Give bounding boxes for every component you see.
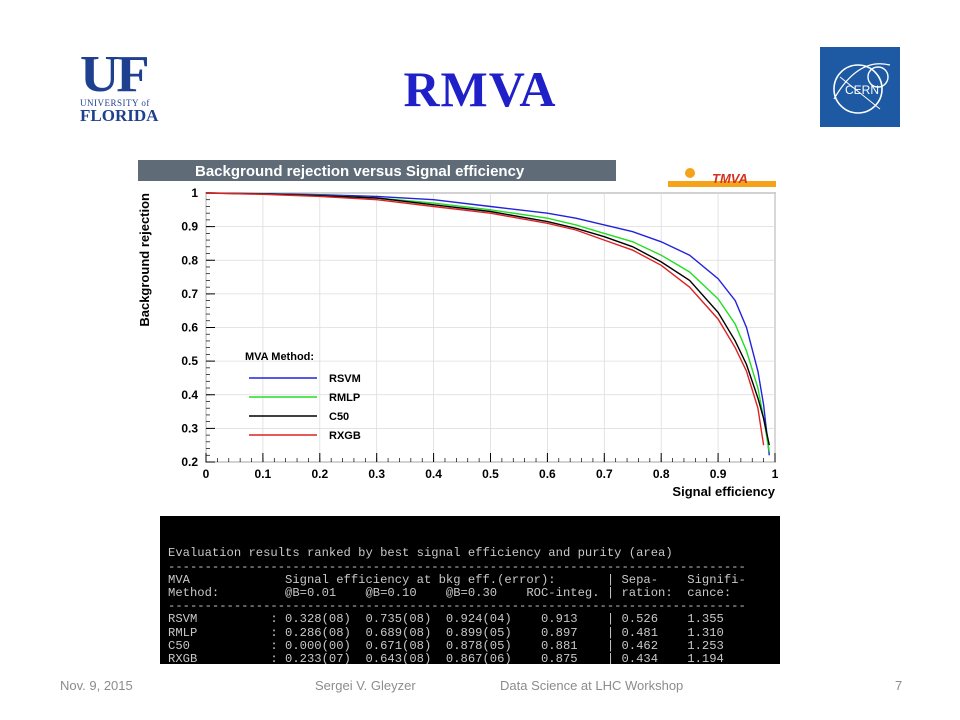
chart-title: Background rejection versus Signal effic… (195, 163, 525, 180)
cern-logo: CERN (820, 47, 900, 127)
x-tick-label: 0.8 (653, 467, 670, 481)
uf-logo-letters: UF (80, 46, 150, 103)
y-tick-label: 0.2 (181, 455, 198, 469)
legend-label-rsvm: RSVM (329, 373, 361, 385)
roc-chart: Background rejection versus Signal effic… (130, 155, 790, 510)
y-tick-label: 0.9 (181, 220, 198, 234)
x-tick-label: 0.1 (255, 467, 272, 481)
chart-title-bar (138, 160, 616, 181)
results-line: RMLP : 0.286(08) 0.689(08) 0.899(05) 0.8… (168, 625, 724, 640)
x-tick-label: 0.6 (539, 467, 556, 481)
y-tick-label: 0.7 (181, 287, 198, 301)
x-tick-label: 0.9 (710, 467, 727, 481)
legend-label-rxgb: RXGB (329, 430, 361, 442)
slide-title: RMVA (403, 61, 557, 117)
legend-label-c50: C50 (329, 411, 349, 423)
x-tick-label: 0 (203, 467, 210, 481)
evaluation-results-table: Evaluation results ranked by best signal… (160, 516, 780, 664)
y-tick-label: 0.5 (181, 354, 198, 368)
results-line: RXGB : 0.233(07) 0.643(08) 0.867(06) 0.8… (168, 652, 724, 664)
results-line: RSVM : 0.328(08) 0.735(08) 0.924(04) 0.9… (168, 612, 724, 627)
y-tick-label: 0.4 (181, 388, 198, 402)
y-tick-label: 1 (191, 186, 198, 200)
results-line: ----------------------------------------… (168, 559, 746, 574)
y-tick-label: 0.6 (181, 321, 198, 335)
footer-date: Nov. 9, 2015 (60, 678, 133, 693)
series-line-rsvm (205, 192, 770, 456)
x-tick-label: 0.4 (425, 467, 442, 481)
legend-title: MVA Method: (245, 351, 314, 363)
results-line: ----------------------------------------… (168, 599, 746, 614)
uf-logo-university: UNIVERSITY of (80, 98, 150, 108)
x-tick-label: 0.5 (482, 467, 499, 481)
results-line: C50 : 0.000(00) 0.671(08) 0.878(05) 0.88… (168, 638, 724, 653)
series-line-c50 (205, 192, 770, 446)
results-line: Method: @B=0.01 @B=0.10 @B=0.30 ROC-inte… (168, 586, 732, 601)
results-line: Evaluation results ranked by best signal… (168, 546, 673, 561)
footer-event: Data Science at LHC Workshop (500, 678, 684, 693)
tmva-logo: TMVA (668, 168, 776, 187)
series-line-rxgb (205, 192, 765, 446)
y-axis-label: Background rejection (137, 193, 152, 327)
x-tick-label: 0.7 (596, 467, 613, 481)
uf-logo: UF UNIVERSITY of FLORIDA (80, 49, 162, 136)
y-tick-label: 0.3 (181, 421, 198, 435)
roc-chart-svg: Background rejection versus Signal effic… (137, 160, 779, 499)
results-line: MVA Signal efficiency at bkg eff.(error)… (168, 572, 746, 587)
x-tick-label: 0.3 (368, 467, 385, 481)
x-axis-label: Signal efficiency (672, 484, 775, 499)
legend-label-rmlp: RMLP (329, 392, 360, 404)
cern-logo-text: CERN (845, 83, 879, 97)
x-tick-label: 0.2 (311, 467, 328, 481)
uf-logo-florida: FLORIDA (80, 106, 159, 125)
tmva-logo-text: TMVA (712, 171, 748, 186)
footer-author: Sergei V. Gleyzer (315, 678, 416, 693)
y-tick-label: 0.8 (181, 253, 198, 267)
x-tick-label: 1 (772, 467, 779, 481)
footer-page-number: 7 (895, 678, 903, 693)
